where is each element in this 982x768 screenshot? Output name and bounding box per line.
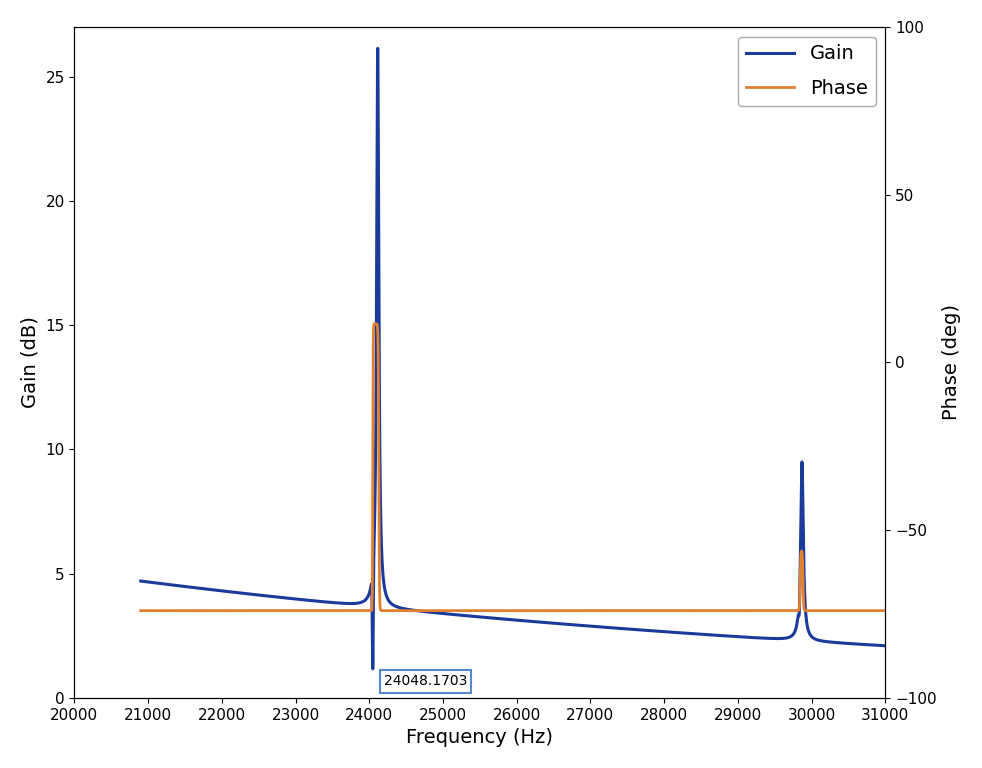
Phase xyxy=(791,606,802,615)
Line: Phase: Phase xyxy=(140,324,885,611)
Phase xyxy=(791,606,803,615)
X-axis label: Frequency (Hz): Frequency (Hz) xyxy=(407,728,553,747)
Gain xyxy=(879,641,891,650)
Y-axis label: Phase (deg): Phase (deg) xyxy=(942,304,961,420)
Y-axis label: Gain (dB): Gain (dB) xyxy=(21,316,40,409)
Phase xyxy=(863,606,875,615)
Phase xyxy=(879,606,891,615)
Text: 24048.1703: 24048.1703 xyxy=(384,674,467,688)
Phase xyxy=(369,319,381,329)
Gain xyxy=(367,664,379,674)
Gain xyxy=(372,44,384,53)
Gain xyxy=(863,641,875,650)
Gain xyxy=(791,614,803,624)
Gain xyxy=(498,614,510,624)
Gain xyxy=(791,624,802,633)
Phase xyxy=(195,606,207,615)
Phase xyxy=(794,568,806,577)
Gain xyxy=(135,577,146,586)
Gain xyxy=(794,556,806,565)
Phase xyxy=(497,606,509,615)
Line: Gain: Gain xyxy=(140,48,885,669)
Legend: Gain, Phase: Gain, Phase xyxy=(737,37,876,106)
Gain xyxy=(195,584,207,593)
Phase xyxy=(135,606,146,615)
